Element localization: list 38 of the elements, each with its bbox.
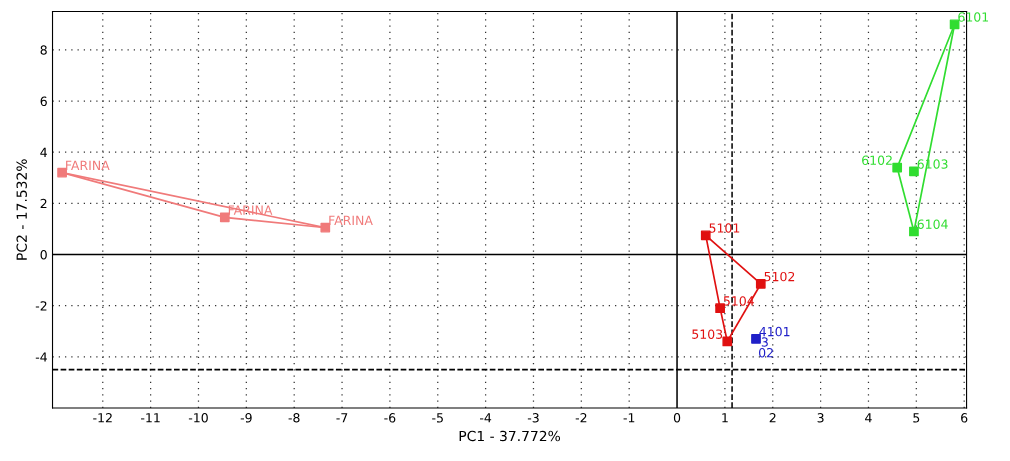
y-tick-label: 0 — [40, 249, 47, 260]
annotation: 5103 — [692, 329, 723, 339]
x-tick-label: 0 — [673, 413, 681, 423]
x-tick-label: -1 — [623, 413, 635, 423]
x-axis-title: PC1 - 37.772% — [459, 430, 561, 442]
y-tick-label: -4 — [35, 352, 47, 362]
x-tick-label: -8 — [288, 413, 300, 423]
annotation: 5101 — [709, 223, 740, 233]
x-tick-label: -10 — [188, 413, 208, 423]
annotation: 5102 — [764, 271, 795, 282]
y-tick-label: -2 — [35, 301, 47, 311]
y-tick-label: 2 — [40, 198, 47, 209]
x-tick-label: -12 — [93, 413, 112, 423]
annotation: 6102 — [862, 155, 892, 165]
x-tick-label: -4 — [480, 413, 492, 423]
y-tick-label: 4 — [40, 147, 47, 157]
x-tick-label: 6 — [961, 413, 968, 423]
x-tick-label: -11 — [141, 413, 160, 423]
x-tick-label: -6 — [384, 413, 396, 423]
x-tick-label: -3 — [527, 413, 539, 423]
x-tick-label: 2 — [769, 413, 776, 423]
y-axis-title: PC2 - 17.532% — [16, 159, 27, 260]
annotation: 4101 — [759, 326, 790, 337]
annotation: 3 — [761, 337, 768, 347]
y-tick-label: 8 — [40, 45, 47, 55]
annotation: 02 — [758, 347, 773, 358]
x-tick-label: -5 — [432, 413, 443, 423]
x-tick-label: 1 — [722, 413, 728, 423]
annotation: FARINA — [66, 160, 110, 170]
x-tick-label: -9 — [240, 413, 252, 423]
x-tick-label: 3 — [817, 413, 824, 423]
annotation: 6104 — [917, 219, 948, 229]
x-tick-label: 5 — [913, 413, 920, 423]
x-tick-label: 4 — [865, 413, 872, 423]
x-tick-label: -2 — [575, 413, 587, 423]
y-tick-label: 6 — [40, 96, 47, 106]
annotation: FARINA — [329, 215, 373, 225]
x-tick-label: -7 — [336, 413, 348, 423]
